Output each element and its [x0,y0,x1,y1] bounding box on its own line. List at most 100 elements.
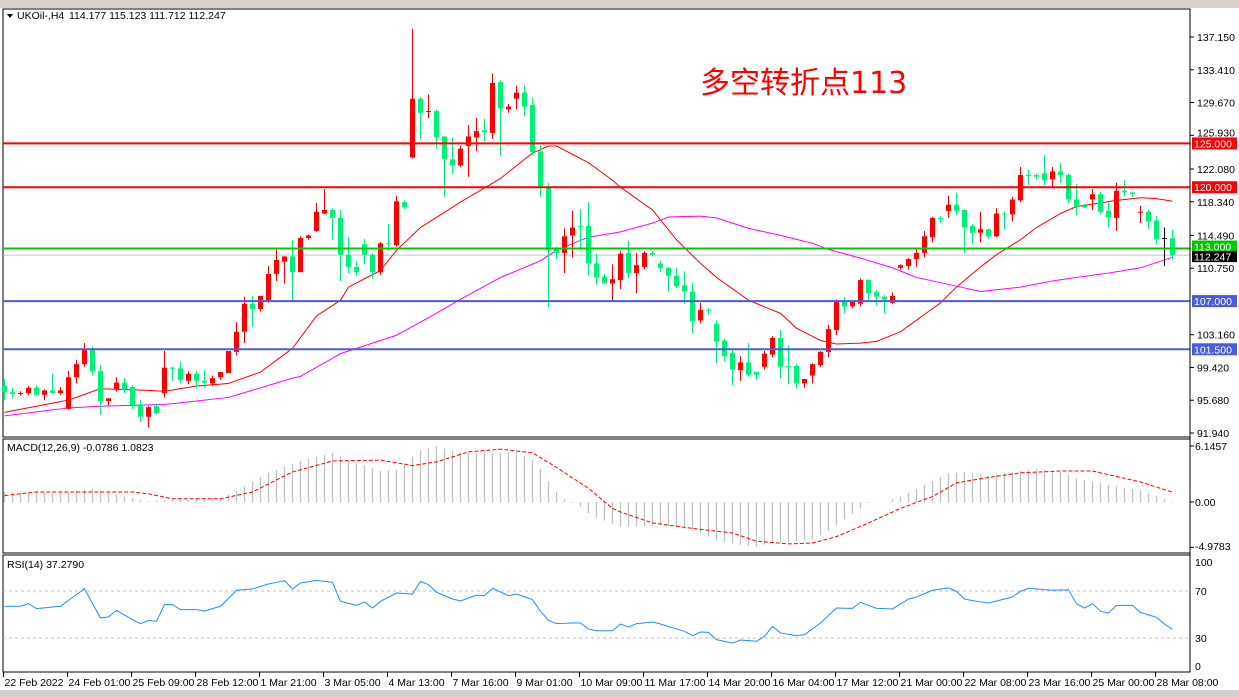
time-tick-label: 25 Mar 00:00 [1093,677,1155,689]
candle [90,346,95,376]
candle-body [954,204,959,211]
candle-body [154,406,159,414]
candle-body [66,377,71,409]
candle-body [266,273,271,301]
candle-body [546,187,551,251]
candle [306,234,311,240]
time-tick-label: 22 Feb 2022 [5,677,64,689]
candle [322,188,327,215]
rsi-tick-label: 70 [1195,586,1207,598]
candle [490,73,495,140]
candle-body [258,295,263,309]
candle-body [474,131,479,138]
current-price-tag [1192,251,1237,263]
candle-body [410,98,415,158]
candle-body [874,292,879,297]
candle-body [290,256,295,273]
candle [50,373,55,394]
time-tick-label: 3 Mar 05:00 [325,677,381,689]
candle-body [802,379,807,384]
candle [882,294,887,314]
candle-body [834,301,839,330]
macd-panel[interactable] [2,438,1191,554]
main-price-panel[interactable] [2,8,1191,438]
candle [298,236,303,273]
candle-body [866,280,871,294]
candle [538,145,543,197]
candle [842,296,847,314]
candle [514,85,519,110]
candle [282,256,287,284]
candle [738,356,743,381]
candle-body [994,213,999,237]
candle [562,228,567,274]
candle-body [394,201,399,246]
level-price-label: 120.000 [1194,182,1232,194]
candle-body [1114,190,1119,218]
candle [202,370,207,388]
candle-body [666,267,671,276]
candle-body [570,227,575,236]
candle [634,252,639,294]
candle-body [50,390,55,394]
annotation-text[interactable]: 多空转折点113 [700,66,907,101]
price-tick-label: 95.680 [1197,395,1229,407]
candle [114,377,119,392]
candle-body [1042,173,1047,181]
candle [642,251,647,270]
macd-signal-line [4,448,1173,545]
candle-body [762,353,767,367]
candle-body [1106,210,1111,217]
candle-body [322,209,327,214]
candle [418,97,423,140]
candle-body [538,151,543,187]
candle [1106,202,1111,228]
candle [58,386,63,395]
candle [754,372,759,380]
candle-body [1026,174,1031,176]
candle-body [346,254,351,267]
candle [618,251,623,289]
candle [482,118,487,142]
candle [850,301,855,309]
candle-body [482,130,487,133]
candle-body [218,372,223,378]
candle [858,278,863,307]
candle-body [514,92,519,99]
candle [986,228,991,239]
dropdown-triangle-icon[interactable] [7,14,13,18]
candle [354,261,359,276]
candle [1130,191,1135,197]
rsi-panel[interactable] [2,554,1191,673]
time-tick-label: 9 Mar 01:00 [517,677,573,689]
candle [650,251,655,257]
candle-body [426,111,431,113]
candle-body [210,378,215,384]
macd-tick-label: -4.9783 [1195,541,1231,553]
candle-body [234,331,239,352]
candle-body [98,371,103,401]
candle [922,231,927,258]
candle [74,359,79,384]
candle-body [202,380,207,383]
candle [610,264,615,301]
candle-body [658,263,663,268]
time-tick-label: 10 Mar 09:00 [581,677,643,689]
time-tick-label: 11 Mar 17:00 [645,677,706,689]
candle-body [1074,199,1079,207]
candle-body [450,159,455,166]
time-tick-label: 4 Mar 13:00 [389,677,445,689]
candle-body [522,92,527,107]
candle [1146,209,1151,230]
candle [1010,196,1015,222]
candle [994,208,999,238]
price-tick-label: 118.340 [1197,197,1234,209]
candle [42,389,47,401]
time-tick-label: 25 Feb 09:00 [133,677,195,689]
price-tick-label: 137.150 [1197,32,1235,44]
time-tick-label: 24 Feb 01:00 [69,677,131,689]
candle-body [114,382,119,390]
candle [594,253,599,285]
candle [1026,169,1031,186]
